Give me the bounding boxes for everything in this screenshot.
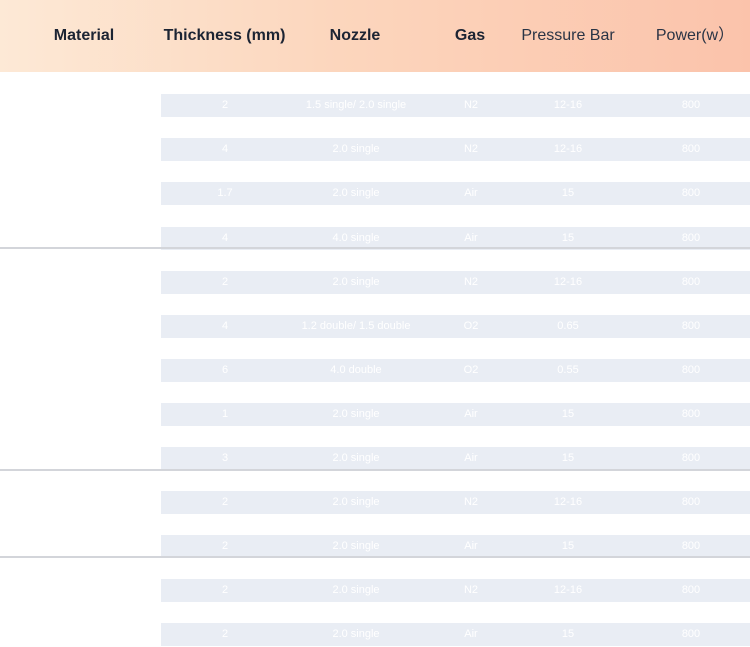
cell-nozzle: 2.0 single (332, 187, 380, 199)
cell-thickness: 4 (221, 320, 229, 332)
cell-gas: N2 (463, 496, 479, 508)
cell-pressure: 0.65 (557, 320, 579, 332)
cell-power: 800 (681, 99, 701, 111)
cell-gas: Air (464, 540, 478, 552)
table-row: 4 4.0 single Air 15 800 (161, 227, 750, 250)
cell-gas: Air (464, 408, 478, 420)
cell-gas: Air (464, 187, 478, 199)
cell-nozzle: 1.5 single/ 2.0 single (305, 99, 407, 111)
cell-power: 800 (681, 496, 701, 508)
header-gas: Gas (454, 27, 486, 44)
cell-thickness: 1.7 (217, 187, 233, 199)
cell-power: 800 (681, 452, 701, 464)
table-row: 2 2.0 single Air 15 800 (161, 623, 750, 646)
table-row: 1 2.0 single Air 15 800 (161, 403, 750, 426)
cell-nozzle: 1.2 double/ 1.5 double (301, 320, 411, 332)
cell-gas: Air (464, 628, 478, 640)
cell-thickness: 2 (221, 584, 229, 596)
cell-gas: Air (464, 232, 478, 244)
cell-power: 800 (681, 232, 701, 244)
table-row: 4 2.0 single N2 12-16 800 (161, 138, 750, 161)
cell-nozzle: 2.0 single (332, 452, 380, 464)
header-power: Power(w） (655, 27, 735, 44)
cell-nozzle: 2.0 single (332, 628, 380, 640)
cell-pressure: 15 (561, 452, 575, 464)
cell-thickness: 2 (221, 628, 229, 640)
cell-thickness: 2 (221, 496, 229, 508)
cell-thickness: 2 (221, 276, 229, 288)
cell-gas: N2 (463, 99, 479, 111)
cell-nozzle: 2.0 single (332, 496, 380, 508)
table-row: 2 2.0 single N2 12-16 800 (161, 579, 750, 602)
table-row: 4 1.2 double/ 1.5 double O2 0.65 800 (161, 315, 750, 338)
cell-pressure: 15 (561, 628, 575, 640)
table-row: 2 2.0 single Air 15 800 (161, 535, 750, 558)
cell-thickness: 4 (221, 143, 229, 155)
cell-power: 800 (681, 408, 701, 420)
table-row: 1.7 2.0 single Air 15 800 (161, 182, 750, 205)
cell-pressure: 15 (561, 187, 575, 199)
cell-pressure: 12-16 (553, 496, 583, 508)
cell-thickness: 3 (221, 452, 229, 464)
cell-gas: N2 (463, 143, 479, 155)
cell-pressure: 12-16 (553, 584, 583, 596)
table-row: 2 2.0 single N2 12-16 800 (161, 491, 750, 514)
cell-nozzle: 4.0 double (330, 364, 382, 376)
cell-nozzle: 2.0 single (332, 584, 380, 596)
group-divider (0, 247, 750, 249)
cell-gas: O2 (463, 364, 479, 376)
cell-power: 800 (681, 143, 701, 155)
cell-power: 800 (681, 584, 701, 596)
cell-power: 800 (681, 364, 701, 376)
cell-gas: N2 (463, 584, 479, 596)
table-row: 2 2.0 single N2 12-16 800 (161, 271, 750, 294)
group-divider (0, 556, 750, 558)
cell-pressure: 0.55 (557, 364, 579, 376)
cell-thickness: 2 (221, 540, 229, 552)
cell-power: 800 (681, 320, 701, 332)
cell-pressure: 12-16 (553, 143, 583, 155)
table-row: 2 1.5 single/ 2.0 single N2 12-16 800 (161, 94, 750, 117)
cell-gas: N2 (463, 276, 479, 288)
header-material: Material (53, 27, 115, 44)
cell-power: 800 (681, 628, 701, 640)
header-nozzle: Nozzle (329, 27, 381, 44)
cell-nozzle: 2.0 single (332, 276, 380, 288)
cell-thickness: 1 (221, 408, 229, 420)
group-divider (0, 469, 750, 471)
cell-nozzle: 4.0 single (332, 232, 380, 244)
cell-pressure: 12-16 (553, 99, 583, 111)
cell-nozzle: 2.0 single (332, 408, 380, 420)
cell-nozzle: 2.0 single (332, 143, 380, 155)
cell-power: 800 (681, 276, 701, 288)
cell-pressure: 12-16 (553, 276, 583, 288)
cell-gas: Air (464, 452, 478, 464)
table-row: 6 4.0 double O2 0.55 800 (161, 359, 750, 382)
table-header: Material Thickness (mm) Nozzle Gas Press… (0, 0, 750, 72)
cell-pressure: 15 (561, 540, 575, 552)
cell-power: 800 (681, 540, 701, 552)
cell-thickness: 2 (221, 99, 229, 111)
table-row: 3 2.0 single Air 15 800 (161, 447, 750, 470)
cell-nozzle: 2.0 single (332, 540, 380, 552)
header-pressure: Pressure Bar (521, 27, 615, 44)
header-thickness: Thickness (mm) (163, 27, 286, 44)
cell-gas: O2 (463, 320, 479, 332)
cell-power: 800 (681, 187, 701, 199)
cell-pressure: 15 (561, 232, 575, 244)
cell-pressure: 15 (561, 408, 575, 420)
cell-thickness: 4 (221, 232, 229, 244)
cell-thickness: 6 (221, 364, 229, 376)
